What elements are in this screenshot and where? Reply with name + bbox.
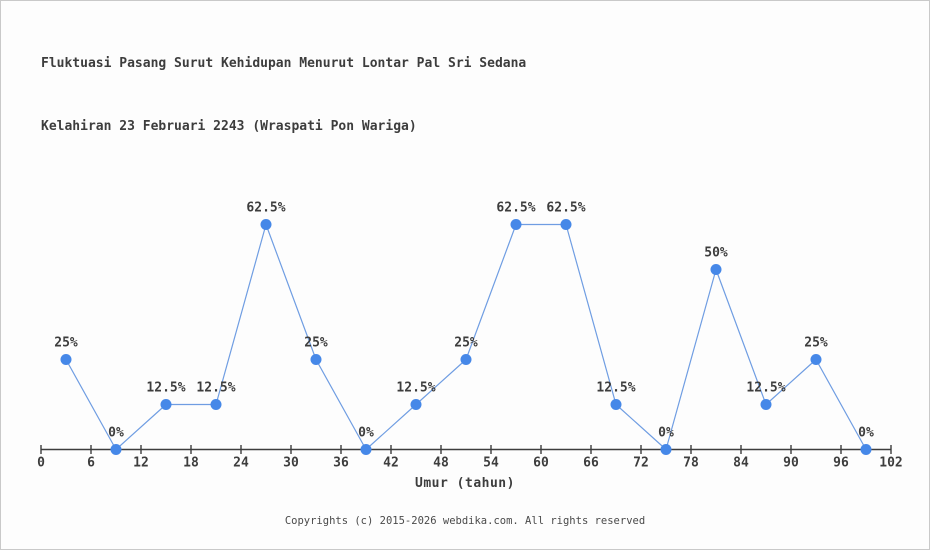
x-tick-label: 18 [183, 456, 199, 471]
data-point-label: 25% [454, 336, 478, 351]
chart-title-line2: Kelahiran 23 Februari 2243 (Wraspati Pon… [41, 119, 417, 134]
x-tick-label: 96 [833, 456, 849, 471]
x-tick-label: 24 [233, 456, 249, 471]
data-point-marker [860, 444, 872, 455]
data-point-label: 50% [704, 246, 728, 261]
data-point-marker [410, 399, 422, 410]
data-point-marker [810, 354, 822, 365]
x-tick-label: 60 [533, 456, 549, 471]
data-point-label: 12.5% [146, 381, 185, 396]
data-point-label: 12.5% [596, 381, 635, 396]
x-tick-label: 78 [683, 456, 699, 471]
data-point-label: 25% [304, 336, 328, 351]
x-tick-label: 72 [633, 456, 649, 471]
data-point-marker [610, 399, 622, 410]
data-point-marker [710, 264, 722, 275]
x-axis-label: Umur (tahun) [415, 476, 515, 491]
data-point-marker [510, 219, 522, 230]
x-tick-label: 36 [333, 456, 349, 471]
data-point-marker [260, 219, 272, 230]
copyright-footer: Copyrights (c) 2015-2026 webdika.com. Al… [284, 515, 646, 527]
data-point-label: 62.5% [546, 201, 585, 216]
x-tick-label: 42 [383, 456, 399, 471]
data-point-marker [760, 399, 772, 410]
x-tick-label: 0 [37, 456, 45, 471]
x-tick-label: 90 [783, 456, 799, 471]
x-tick-label: 66 [583, 456, 599, 471]
data-point-label: 0% [358, 426, 374, 441]
chart-title: Fluktuasi Pasang Surut Kehidupan Menurut… [41, 11, 526, 179]
data-point-marker [660, 444, 672, 455]
data-point-marker [210, 399, 222, 410]
data-point-label: 25% [804, 336, 828, 351]
chart-title-line1: Fluktuasi Pasang Surut Kehidupan Menurut… [41, 56, 527, 71]
x-tick-label: 84 [733, 456, 749, 471]
data-point-marker [60, 354, 72, 365]
data-point-marker [310, 354, 322, 365]
x-tick-label: 54 [483, 456, 499, 471]
data-point-label: 62.5% [246, 201, 285, 216]
data-point-label: 12.5% [396, 381, 435, 396]
data-point-label: 62.5% [496, 201, 535, 216]
data-point-label: 12.5% [196, 381, 235, 396]
data-point-marker [360, 444, 372, 455]
data-point-label: 0% [858, 426, 874, 441]
data-point-marker [460, 354, 472, 365]
x-tick-label: 48 [433, 456, 449, 471]
data-point-label: 12.5% [746, 381, 785, 396]
data-point-label: 0% [658, 426, 674, 441]
x-tick-label: 6 [87, 456, 95, 471]
data-point-label: 0% [108, 426, 124, 441]
x-tick-label: 12 [133, 456, 149, 471]
x-tick-label: 102 [879, 456, 902, 471]
data-point-marker [160, 399, 172, 410]
data-point-label: 25% [54, 336, 78, 351]
data-point-marker [560, 219, 572, 230]
data-point-marker [110, 444, 122, 455]
x-tick-label: 30 [283, 456, 299, 471]
